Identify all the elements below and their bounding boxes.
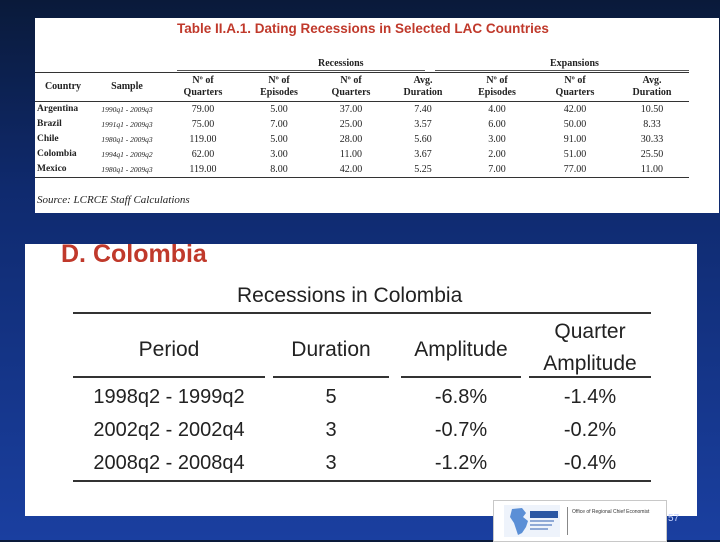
table2-top-rule — [73, 312, 651, 314]
row1-duration: 5 — [325, 386, 337, 408]
cell-country: Argentina — [37, 104, 79, 114]
table1-title: Table II.A.1. Dating Recessions in Selec… — [177, 21, 549, 36]
cell-exp-quarters: 51.00 — [563, 149, 587, 160]
col-amplitude: Amplitude — [414, 338, 508, 361]
cell-exp-episodes: 3.00 — [488, 134, 506, 145]
cell-episodes: 7.00 — [270, 119, 288, 130]
cell-exp-quarters: 91.00 — [563, 134, 587, 145]
cell-sample: 1990q1 - 2009q3 — [101, 105, 153, 114]
cell-quarters: 62.00 — [191, 149, 215, 160]
col-rec-avg-duration: Avg. Duration — [387, 72, 459, 102]
cell-episodes: 5.00 — [270, 104, 288, 115]
cell-quarters: 79.00 — [191, 104, 215, 115]
cell-rec-quarters: 42.00 — [315, 162, 387, 178]
col-exp-avg-duration: Avg. Duration — [615, 72, 689, 102]
table-row: Argentina 1990q1 - 2009q3 79.00 5.00 37.… — [35, 102, 689, 118]
cell-sample: 1991q1 - 2009q3 — [101, 120, 153, 129]
cell-rec-quarters: 28.00 — [339, 134, 363, 145]
table-row: Brazil 1991q1 - 2009q3 75.00 7.00 25.00 … — [35, 117, 689, 132]
cell-exp-episodes: 7.00 — [459, 162, 535, 178]
table-row: Chile 1980q1 - 2009q3 119.00 5.00 28.00 … — [35, 132, 689, 147]
col-period: Period — [138, 338, 200, 361]
cell-exp-episodes: 6.00 — [488, 119, 506, 130]
duration-underline — [273, 376, 389, 378]
cell-sample: 1994q1 - 2009q2 — [101, 150, 153, 159]
col-sample: Sample — [91, 72, 163, 102]
col-country: Country — [35, 72, 91, 102]
group-expansions-label: Expansions — [550, 58, 599, 69]
col-quarter-amplitude-top: Quarter — [554, 320, 626, 343]
cell-sample: 1980q1 - 2009q3 — [101, 135, 153, 144]
cell-country: Colombia — [37, 149, 77, 159]
cell-rec-duration: 3.57 — [414, 119, 432, 130]
cell-rec-quarters: 37.00 — [339, 104, 363, 115]
page-number: 57 — [668, 513, 680, 524]
col-rec-quarters-2: Nº of Quarters — [315, 72, 387, 102]
table2-title: Recessions in Colombia — [237, 284, 463, 307]
row2-quarter-amplitude: -0.2% — [563, 419, 617, 441]
cell-country: Brazil — [37, 119, 62, 129]
row1-amplitude: -6.8% — [434, 386, 488, 408]
col-rec-quarters: Nº of Quarters — [163, 72, 243, 102]
table1-source: Source: LCRCE Staff Calculations — [37, 194, 190, 206]
row2-amplitude: -0.7% — [434, 419, 488, 441]
col-quarter-amplitude-bottom: Amplitude — [543, 352, 637, 375]
row1-quarter-amplitude: -1.4% — [563, 386, 617, 408]
cell-quarters: 75.00 — [191, 119, 215, 130]
col-rec-episodes: Nº of Episodes — [243, 72, 315, 102]
cell-quarters: 119.00 — [189, 134, 217, 145]
row3-quarter-amplitude: -0.4% — [563, 452, 617, 474]
quarter-amplitude-underline — [529, 376, 651, 378]
table2-bottom-rule — [73, 480, 651, 482]
group-recessions-label: Recessions — [318, 58, 364, 69]
cell-country: Mexico — [35, 162, 91, 178]
row3-period: 2008q2 - 2008q4 — [93, 452, 245, 474]
cell-exp-duration: 10.50 — [640, 104, 664, 115]
row3-duration: 3 — [325, 452, 337, 474]
cell-exp-quarters: 50.00 — [563, 119, 587, 130]
logo-divider — [567, 507, 568, 535]
world-bank-logo: Office of Regional Chief Economist — [493, 500, 667, 542]
cell-exp-duration: 25.50 — [640, 149, 664, 160]
table-row: Colombia 1994q1 - 2009q2 62.00 3.00 11.0… — [35, 147, 689, 162]
cell-rec-duration: 3.67 — [414, 149, 432, 160]
row2-duration: 3 — [325, 419, 337, 441]
amplitude-underline — [401, 376, 521, 378]
col-exp-quarters: Nº of Quarters — [535, 72, 615, 102]
section-title: D. Colombia — [61, 240, 207, 268]
col-duration: Duration — [291, 338, 371, 361]
colombia-panel: D. Colombia Recessions in Colombia Perio… — [25, 240, 697, 516]
cell-sample: 1980q1 - 2009q3 — [91, 162, 163, 178]
cell-exp-quarters: 42.00 — [563, 104, 587, 115]
cell-exp-quarters: 77.00 — [535, 162, 615, 178]
cell-episodes: 8.00 — [243, 162, 315, 178]
cell-rec-duration: 5.25 — [387, 162, 459, 178]
col-exp-episodes: Nº of Episodes — [459, 72, 535, 102]
logo-text: Office of Regional Chief Economist — [572, 509, 650, 515]
table1-header-row: Country Sample Nº of Quarters Nº of Episod… — [35, 72, 689, 102]
cell-exp-duration: 30.33 — [640, 134, 664, 145]
cell-episodes: 3.00 — [270, 149, 288, 160]
cell-exp-episodes: 4.00 — [488, 104, 506, 115]
cell-exp-duration: 11.00 — [615, 162, 689, 178]
cell-quarters: 119.00 — [163, 162, 243, 178]
table-row: Mexico 1980q1 - 2009q3 119.00 8.00 42.00… — [35, 162, 689, 178]
expansions-rule — [435, 70, 689, 71]
cell-rec-duration: 7.40 — [414, 104, 432, 115]
recessions-rule — [177, 70, 425, 71]
period-underline — [73, 376, 265, 378]
cell-exp-duration: 8.33 — [643, 119, 661, 130]
cell-exp-episodes: 2.00 — [488, 149, 506, 160]
row2-period: 2002q2 - 2002q4 — [93, 419, 245, 441]
row3-amplitude: -1.2% — [434, 452, 488, 474]
cell-country: Chile — [37, 134, 59, 144]
americas-map-icon — [504, 505, 560, 537]
cell-rec-quarters: 11.00 — [339, 149, 363, 160]
cell-rec-duration: 5.60 — [414, 134, 432, 145]
cell-episodes: 5.00 — [270, 134, 288, 145]
row1-period: 1998q2 - 1999q2 — [93, 386, 245, 408]
dating-recessions-table: Country Sample Nº of Quarters Nº of Episod… — [35, 72, 689, 178]
cell-rec-quarters: 25.00 — [339, 119, 363, 130]
dating-recessions-panel: Table II.A.1. Dating Recessions in Selec… — [35, 18, 719, 213]
